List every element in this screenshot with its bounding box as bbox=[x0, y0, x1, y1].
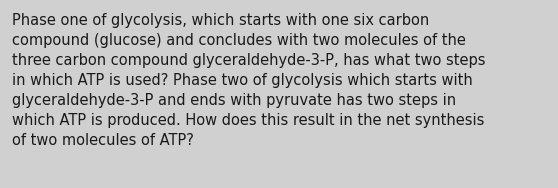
Text: Phase one of glycolysis, which starts with one six carbon
compound (glucose) and: Phase one of glycolysis, which starts wi… bbox=[12, 13, 486, 148]
